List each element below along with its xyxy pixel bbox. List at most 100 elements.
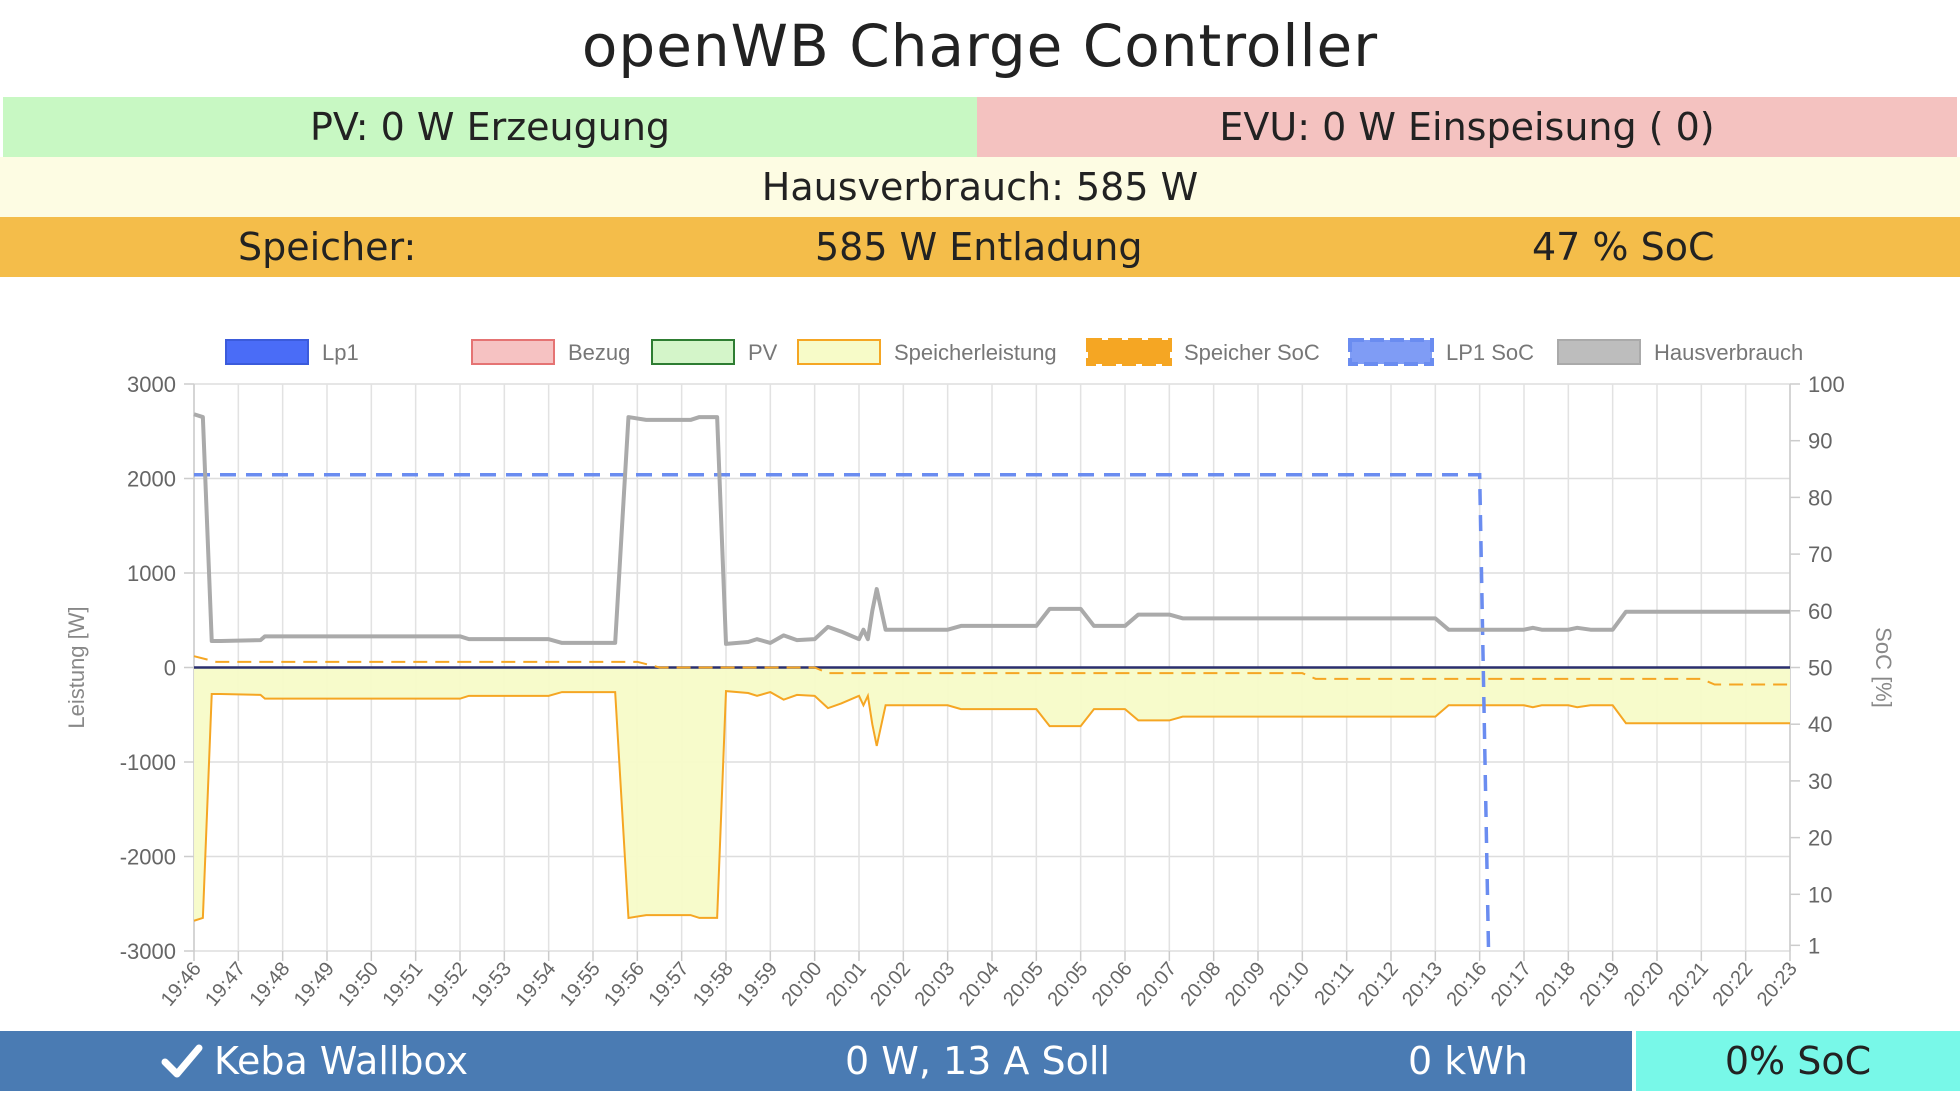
legend-swatch	[1557, 339, 1641, 365]
x-tick-label: 20:00	[777, 958, 826, 1010]
y-tick-label: 1000	[127, 561, 176, 586]
speicher-power: 585 W Entladung	[815, 225, 1143, 269]
x-tick-label: 20:01	[822, 958, 871, 1010]
x-tick-label: 19:49	[290, 958, 339, 1010]
x-tick-label: 20:12	[1354, 958, 1403, 1010]
y2-tick-label: 90	[1808, 429, 1832, 454]
y2-tick-label: 70	[1808, 542, 1832, 567]
x-tick-label: 20:02	[866, 958, 915, 1010]
speicherleistung-line	[193, 690, 1790, 922]
x-tick-label: 19:50	[334, 958, 383, 1010]
wallbox-soc-text: 0% SoC	[1724, 1039, 1872, 1083]
page-title: openWB Charge Controller	[581, 12, 1379, 80]
legend-item-pv[interactable]: PV	[651, 339, 778, 365]
speicher-soc: 47 % SoC	[1532, 225, 1715, 269]
x-tick-label: 20:04	[955, 958, 1004, 1010]
x-tick-label: 19:54	[511, 958, 560, 1010]
pv-status-text: PV: 0 W Erzeugung	[309, 105, 671, 149]
x-tick-label: 19:58	[689, 958, 738, 1010]
speicherleistung-area	[194, 667, 1790, 921]
legend-label: Speicherleistung	[894, 340, 1057, 365]
x-tick-label: 20:18	[1531, 958, 1580, 1010]
legend-swatch	[1348, 338, 1434, 366]
y2-tick-label: 100	[1808, 372, 1845, 397]
x-tick-label: 20:22	[1708, 958, 1757, 1010]
x-tick-label: 19:47	[201, 958, 250, 1010]
legend-label: PV	[748, 340, 778, 365]
y2-tick-label: 40	[1808, 712, 1832, 737]
speicher-status: Speicher: 585 W Entladung 47 % SoC	[0, 217, 1960, 277]
legend-item-lp1-soc[interactable]: LP1 SoC	[1348, 338, 1534, 366]
x-tick-label: 20:05	[999, 958, 1048, 1010]
x-tick-label: 19:59	[733, 958, 782, 1010]
legend-item-speicher-soc[interactable]: Speicher SoC	[1086, 338, 1320, 366]
wallbox-soc: 0% SoC	[1636, 1031, 1960, 1091]
y2-tick-label: 10	[1808, 882, 1832, 907]
y-tick-label: 0	[164, 656, 176, 681]
hausverbrauch-line	[193, 412, 1790, 646]
legend-swatch	[225, 339, 309, 365]
legend-label: Speicher SoC	[1184, 340, 1320, 365]
y-tick-label: -3000	[120, 939, 176, 964]
power-chart: 3000 2000 1000 0 -1000 -2000 -3000 100 90 80 70 60 5…	[64, 338, 1896, 1011]
legend-item-hausverbrauch[interactable]: Hausverbrauch	[1557, 339, 1803, 365]
evu-status: EVU: 0 W Einspeisung ( 0)	[977, 97, 1957, 157]
x-tick-label: 19:46	[157, 958, 206, 1010]
x-tick-label: 20:13	[1398, 958, 1447, 1010]
check-icon	[161, 1044, 203, 1078]
wallbox-power: 0 W, 13 A Soll	[845, 1039, 1110, 1083]
legend-swatch	[651, 339, 735, 365]
x-tick-label: 20:19	[1575, 958, 1624, 1010]
legend-swatch	[797, 339, 881, 365]
x-tick-label: 20:20	[1620, 958, 1669, 1010]
evu-status-text: EVU: 0 W Einspeisung ( 0)	[1219, 105, 1715, 149]
legend-item-bezug[interactable]: Bezug	[471, 339, 630, 365]
y-tick-label: -2000	[120, 845, 176, 870]
legend-label: Bezug	[568, 340, 630, 365]
y2-tick-label: 1	[1808, 933, 1820, 958]
wallbox-energy: 0 kWh	[1408, 1039, 1528, 1083]
y2-tick-label: 60	[1808, 599, 1832, 624]
legend-label: LP1 SoC	[1446, 340, 1534, 365]
x-tick-label: 20:08	[1176, 958, 1225, 1010]
hausverbrauch-text: Hausverbrauch: 585 W	[761, 165, 1199, 209]
y2-tick-label: 50	[1808, 656, 1832, 681]
pv-status: PV: 0 W Erzeugung	[3, 97, 977, 157]
x-tick-label: 20:06	[1088, 958, 1137, 1010]
legend-label: Hausverbrauch	[1654, 340, 1803, 365]
wallbox-bar[interactable]: Keba Wallbox 0 W, 13 A Soll 0 kWh	[0, 1031, 1632, 1091]
legend-swatch	[471, 339, 555, 365]
wallbox-name: Keba Wallbox	[214, 1039, 469, 1083]
y2-tick-label: 80	[1808, 485, 1832, 510]
x-tick-label: 20:23	[1753, 958, 1802, 1010]
x-tick-label: 19:51	[378, 958, 427, 1010]
y2-axis-title: SoC [%]	[1871, 627, 1896, 708]
x-tick-label: 20:05	[1043, 958, 1092, 1010]
hausverbrauch-status: Hausverbrauch: 585 W	[0, 157, 1960, 217]
x-tick-label: 20:09	[1221, 958, 1270, 1010]
legend-item-speicherleistung[interactable]: Speicherleistung	[797, 339, 1057, 365]
legend-swatch	[1086, 338, 1172, 366]
y-axis-title: Leistung [W]	[64, 606, 89, 728]
x-tick-label: 20:10	[1265, 958, 1314, 1010]
lp1-soc-line	[194, 472, 1491, 952]
x-tick-label: 20:03	[910, 958, 959, 1010]
x-tick-label: 19:55	[556, 958, 605, 1010]
x-tick-label: 20:21	[1664, 958, 1713, 1010]
y-tick-label: -1000	[120, 750, 176, 775]
x-tick-label: 20:07	[1132, 958, 1181, 1010]
x-tick-label: 19:56	[600, 958, 649, 1010]
speicher-label: Speicher:	[238, 225, 417, 269]
y2-tick-label: 30	[1808, 769, 1832, 794]
x-tick-label: 20:16	[1442, 958, 1491, 1010]
legend-label: Lp1	[322, 340, 359, 365]
legend-item-lp1[interactable]: Lp1	[225, 339, 359, 365]
x-tick-label: 19:48	[245, 958, 294, 1010]
x-tick-label: 20:11	[1310, 958, 1358, 1009]
wallbox-name-group: Keba Wallbox	[160, 1039, 468, 1083]
y-tick-label: 3000	[127, 372, 176, 397]
x-tick-label: 19:53	[467, 958, 516, 1010]
x-tick-label: 20:17	[1487, 958, 1536, 1010]
y-tick-label: 2000	[127, 467, 176, 492]
x-tick-label: 19:52	[423, 958, 472, 1010]
